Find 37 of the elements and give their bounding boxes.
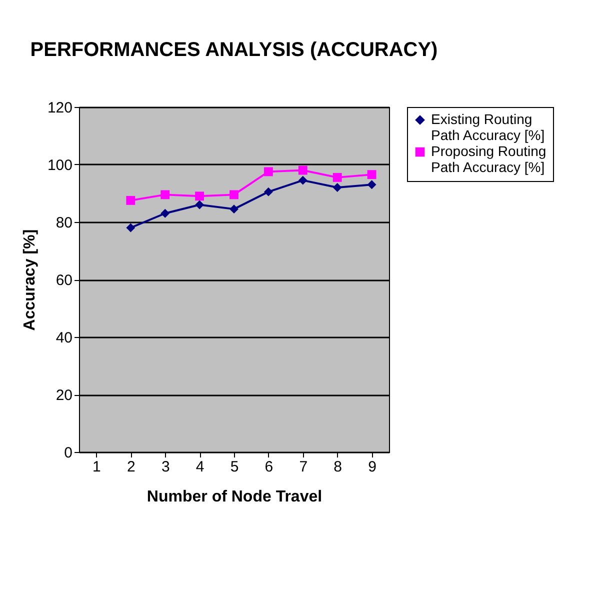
y-tick-label: 80	[56, 214, 72, 232]
x-tick-label: 4	[196, 458, 204, 476]
y-tick-label: 60	[56, 272, 72, 289]
y-tick-label: 40	[56, 330, 72, 346]
x-tick-label: 2	[126, 458, 136, 476]
y-axis-title: Accuracy [%]	[21, 229, 38, 331]
legend-label: Proposing Routing Path Accuracy [%]	[431, 143, 546, 175]
legend-label: Existing Routing Path Accuracy [%]	[431, 111, 545, 143]
x-tick-label: 9	[368, 458, 376, 476]
y-tick-label: 120	[47, 100, 72, 116]
point	[367, 180, 376, 190]
point	[160, 208, 170, 218]
point	[332, 172, 342, 182]
x-tick-label: 5	[230, 458, 239, 476]
x-tick-label: 1	[92, 458, 101, 476]
y-tick-label: 20	[56, 387, 72, 404]
point	[126, 223, 136, 232]
x-tick-label: 6	[264, 458, 274, 476]
point	[264, 167, 273, 176]
point	[160, 190, 170, 200]
x-axis-title: Number of Node Travel	[146, 488, 322, 506]
point	[230, 204, 238, 214]
chart-title: PERFORMANCES ANALYSIS (ACCURACY)	[30, 39, 438, 61]
point	[126, 196, 136, 205]
point	[298, 176, 308, 185]
point	[230, 190, 238, 200]
point	[264, 187, 273, 196]
x-tick-label: 8	[334, 458, 342, 476]
point	[195, 200, 204, 210]
x-tick-label: 7	[299, 458, 308, 476]
point	[298, 166, 308, 175]
y-tick-label: 100	[47, 157, 72, 174]
x-tick-label: 3	[161, 458, 170, 476]
point	[367, 170, 376, 180]
y-tick-label: 0	[64, 444, 72, 462]
point	[195, 192, 204, 201]
point	[332, 183, 342, 192]
